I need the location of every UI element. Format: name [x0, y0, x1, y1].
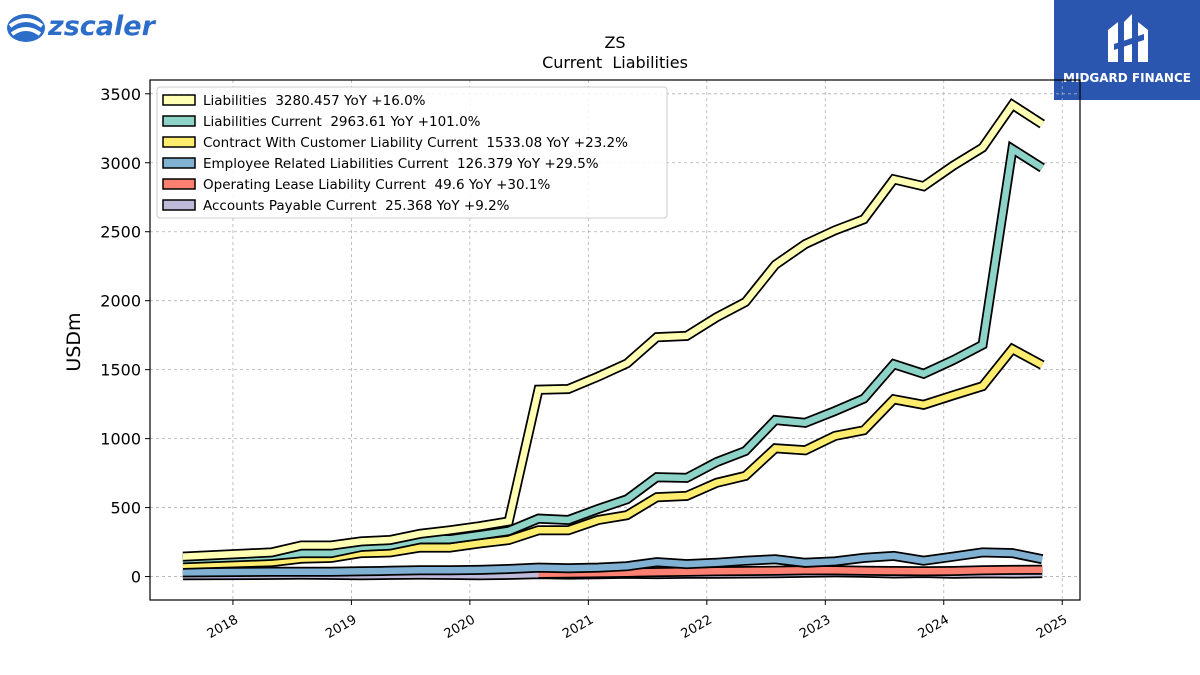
zscaler-wordmark: zscaler — [47, 11, 157, 42]
legend-entry: Contract With Customer Liability Current… — [203, 135, 628, 151]
series-line-contract-with-customer-liability-current — [182, 344, 1044, 569]
x-axis: 2018 2019 2020 2021 2022 2023 2024 2025 — [205, 600, 1070, 642]
legend-swatch — [162, 115, 196, 127]
series-line-employee-related-liabilities-current — [182, 549, 1043, 576]
zscaler-logo: zscaler — [4, 4, 184, 44]
series-line-liabilities — [182, 100, 1044, 560]
legend: Liabilities 3280.457 YoY +16.0% Liabiliti… — [156, 86, 668, 219]
legend-swatch — [162, 94, 196, 106]
y-tick-label: 1000 — [100, 430, 141, 449]
midgard-wordmark: MIDGARD FINANCE — [1063, 71, 1191, 85]
legend-box — [156, 86, 668, 219]
x-tick-label: 2024 — [916, 612, 952, 642]
legend-swatch — [162, 178, 196, 190]
plot-frame — [149, 79, 1081, 601]
legend-entry: Liabilities Current 2963.61 YoY +101.0% — [203, 114, 481, 130]
series-line-liabilities-current — [182, 143, 1044, 563]
x-tick-label: 2025 — [1034, 612, 1070, 642]
x-tick-label: 2023 — [797, 612, 833, 642]
x-tick-label: 2018 — [205, 612, 241, 642]
legend-entry: Liabilities 3280.457 YoY +16.0% — [203, 93, 426, 109]
y-tick-label: 500 — [110, 499, 141, 518]
series-line-operating-lease-liability-current — [538, 566, 1043, 578]
chart-title: ZS — [604, 33, 625, 52]
chart-subtitle: Current Liabilities — [542, 53, 688, 72]
y-tick-label: 3500 — [100, 85, 141, 104]
x-tick-label: 2019 — [323, 612, 359, 642]
x-tick-label: 2022 — [679, 612, 715, 642]
x-tick-label: 2020 — [442, 612, 478, 642]
y-tick-label: 1500 — [100, 361, 141, 380]
legend-entry: Accounts Payable Current 25.368 YoY +9.2… — [203, 198, 510, 214]
series-layer — [182, 97, 1045, 581]
midgard-emblem-icon — [1108, 14, 1148, 62]
legend-entry: Employee Related Liabilities Current 126… — [203, 156, 599, 172]
legend-entry: Operating Lease Liability Current 49.6 Y… — [203, 177, 550, 193]
series-outline-contract-with-customer-liability-current — [182, 342, 1045, 570]
y-axis-label: USDm — [63, 312, 85, 371]
midgard-finance-logo: MIDGARD FINANCE — [1054, 0, 1200, 100]
cloud-icon — [7, 14, 45, 42]
y-tick-label: 0 — [131, 568, 141, 587]
y-tick-label: 2000 — [100, 292, 141, 311]
y-tick-label: 3000 — [100, 154, 141, 173]
y-tick-label: 2500 — [100, 223, 141, 242]
legend-swatch — [162, 199, 196, 211]
legend-swatch — [162, 136, 196, 148]
legend-swatch — [162, 157, 196, 169]
x-tick-label: 2021 — [560, 612, 596, 642]
y-axis: 0 500 1000 1500 2000 2500 3000 3500 — [100, 85, 150, 587]
